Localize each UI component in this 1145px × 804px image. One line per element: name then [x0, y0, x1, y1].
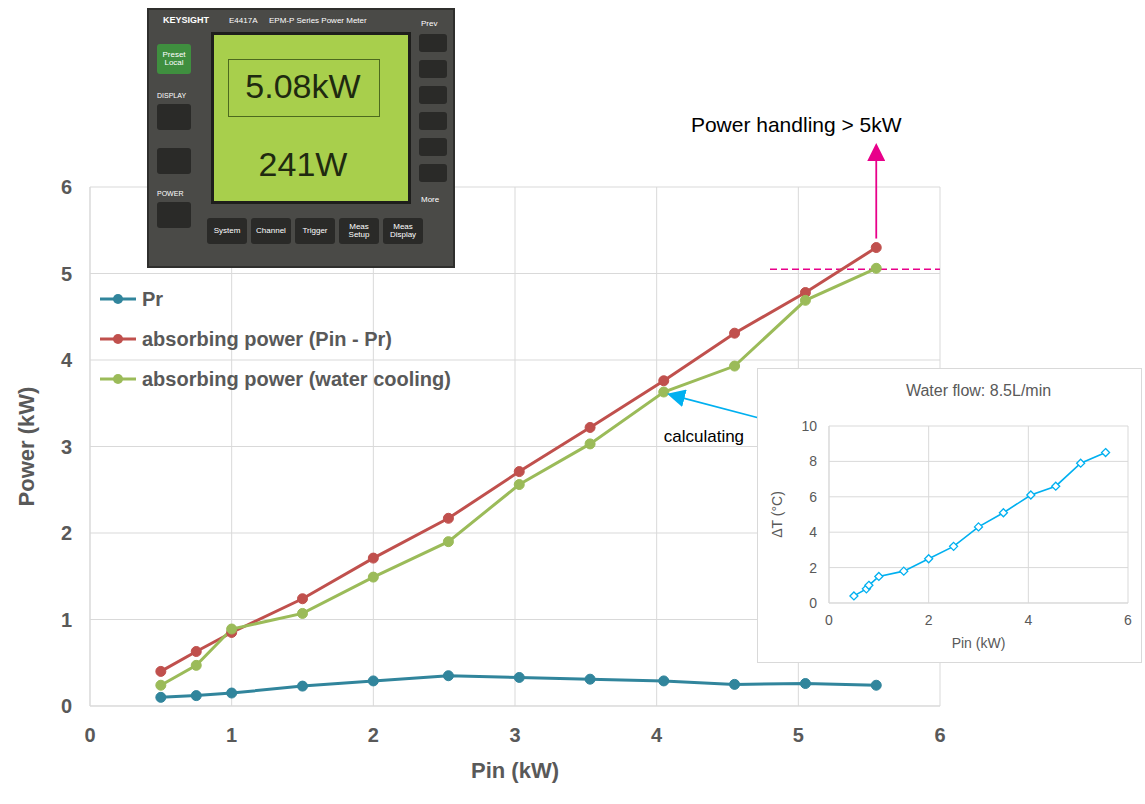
svg-text:5: 5 — [61, 263, 72, 285]
svg-text:0: 0 — [809, 595, 817, 611]
svg-text:0: 0 — [61, 695, 72, 717]
html-text:Preset Local: Preset Local — [162, 50, 186, 67]
html-text:Prev: Prev — [421, 19, 438, 28]
svg-text:5: 5 — [793, 724, 804, 746]
svg-text:2: 2 — [809, 560, 817, 576]
html-text:E4417A: E4417A — [229, 16, 258, 25]
svg-text:4: 4 — [61, 349, 73, 371]
svg-text:0: 0 — [84, 724, 95, 746]
svg-text:absorbing power (Pin - Pr): absorbing power (Pin - Pr) — [142, 328, 392, 350]
svg-text:Power handling > 5kW: Power handling > 5kW — [691, 113, 902, 136]
svg-text:2: 2 — [925, 612, 933, 628]
svg-text:0: 0 — [825, 612, 833, 628]
html-text:5.08kW: 5.08kW — [245, 67, 361, 105]
svg-text:6: 6 — [1124, 612, 1132, 628]
svg-text:3: 3 — [509, 724, 520, 746]
svg-text:Power (kW): Power (kW) — [14, 387, 39, 507]
html-text:DISPLAY: DISPLAY — [157, 92, 187, 99]
svg-text:4: 4 — [651, 724, 663, 746]
svg-text:absorbing power (water cooling: absorbing power (water cooling) — [142, 368, 451, 390]
html-text:POWER: POWER — [157, 190, 184, 197]
svg-text:1: 1 — [226, 724, 237, 746]
html-text:Meas Display: Meas Display — [389, 222, 417, 239]
svg-text:Pin (kW): Pin (kW) — [952, 635, 1006, 651]
svg-text:4: 4 — [809, 524, 817, 540]
svg-text:1: 1 — [61, 609, 72, 631]
html-text:241W: 241W — [258, 145, 348, 183]
svg-text:6: 6 — [934, 724, 945, 746]
svg-text:Water flow: 8.5L/min: Water flow: 8.5L/min — [906, 382, 1051, 399]
html-text:Trigger: Trigger — [302, 226, 328, 235]
svg-text:10: 10 — [801, 418, 817, 434]
svg-text:6: 6 — [809, 489, 817, 505]
svg-text:2: 2 — [61, 522, 72, 544]
svg-text:Pr: Pr — [142, 288, 163, 310]
html-text:System: System — [213, 226, 241, 235]
html-text:KEYSIGHT: KEYSIGHT — [163, 15, 209, 25]
html-text:EPM-P Series Power Meter: EPM-P Series Power Meter — [269, 16, 367, 25]
html-text:More: More — [421, 195, 440, 204]
svg-text:2: 2 — [368, 724, 379, 746]
svg-text:Pin (kW): Pin (kW) — [471, 758, 559, 783]
svg-text:3: 3 — [61, 436, 72, 458]
svg-text:4: 4 — [1024, 612, 1032, 628]
svg-text:6: 6 — [61, 176, 72, 198]
svg-text:ΔT (°C): ΔT (°C) — [769, 491, 785, 538]
svg-text:calculating: calculating — [664, 427, 744, 446]
svg-text:8: 8 — [809, 453, 817, 469]
html-text:Channel: Channel — [256, 226, 286, 235]
html-text:Meas Setup: Meas Setup — [348, 222, 370, 239]
